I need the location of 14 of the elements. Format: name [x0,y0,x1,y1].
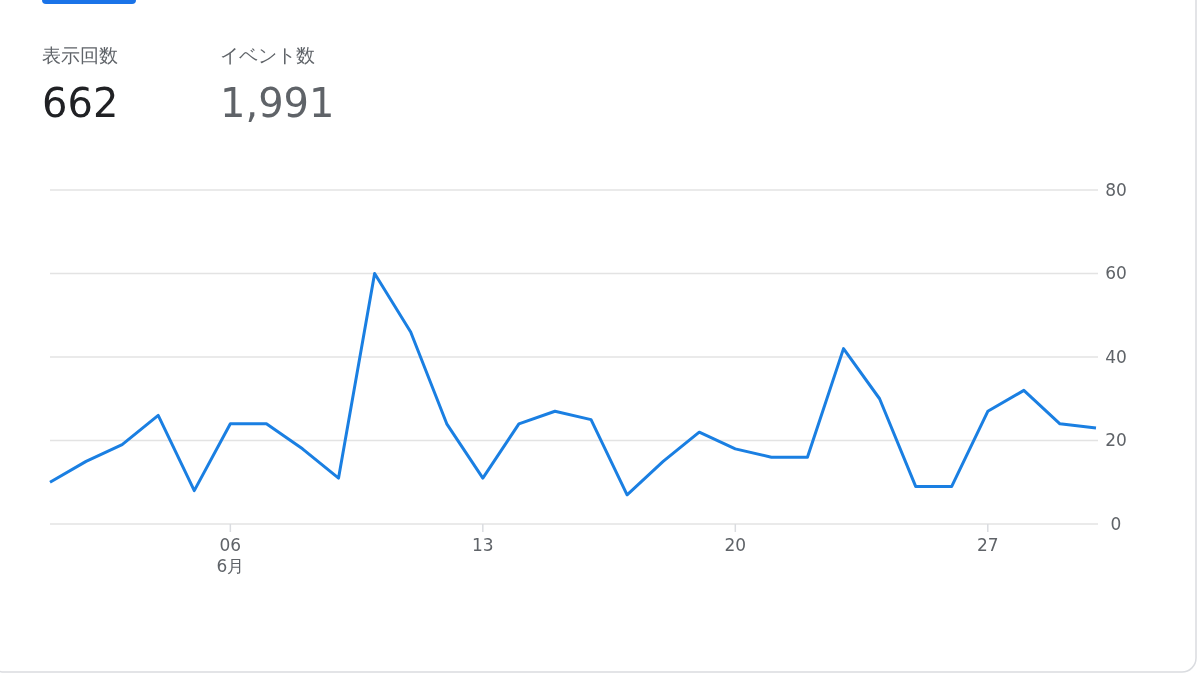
line-series [48,272,1098,497]
text: 表示回数 [42,44,118,66]
y-tick-label: 40 [1105,346,1127,367]
x-tick-label: 27 [976,535,999,555]
y-tick-label: 20 [1105,430,1127,451]
y-tick-label: 60 [1105,263,1127,284]
y-tick-label: 0 [1110,513,1122,534]
x-tick-label: 13 [472,535,494,555]
x-tick-label: 06 6月 [216,535,245,577]
text: 1,991 [220,80,335,126]
text: 662 [42,80,119,126]
y-tick-label: 80 [1105,179,1127,200]
text: イベント数 [220,44,315,66]
x-tick-label: 20 [724,535,747,555]
